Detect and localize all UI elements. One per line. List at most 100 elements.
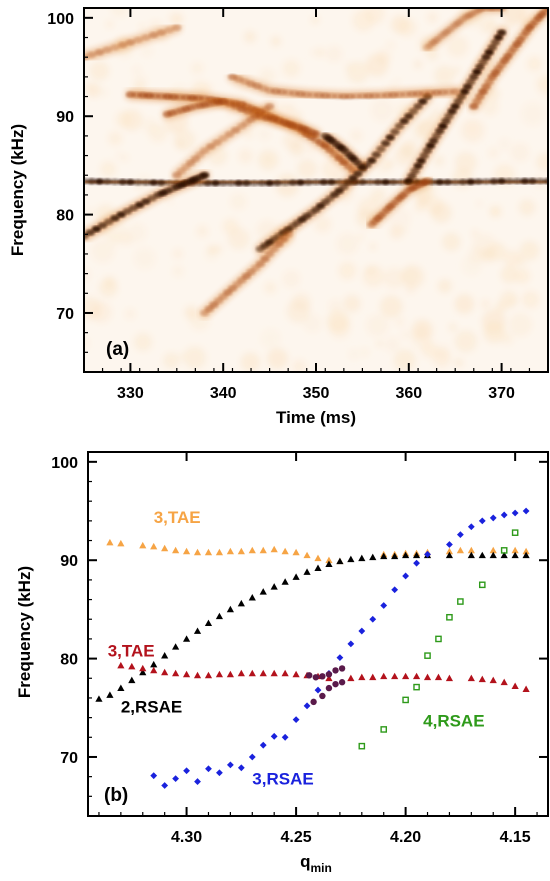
noise-blob xyxy=(426,11,439,24)
ridge-bead xyxy=(484,49,494,56)
noise-blob xyxy=(514,268,531,285)
ridge-bead xyxy=(110,215,120,222)
data-point-diamond xyxy=(161,782,169,789)
crossover-cluster-point xyxy=(312,674,320,681)
noise-blob xyxy=(183,346,207,370)
noise-blob xyxy=(243,128,254,139)
noise-blob xyxy=(350,129,363,142)
data-point-diamond xyxy=(456,531,464,539)
data-point-triangle xyxy=(150,666,158,674)
noise-blob xyxy=(139,23,146,31)
noise-blob xyxy=(292,359,307,372)
noise-blob xyxy=(267,348,288,370)
data-point-triangle xyxy=(478,675,486,683)
noise-blob xyxy=(352,9,375,32)
data-point-diamond xyxy=(522,507,530,515)
noise-blob xyxy=(481,309,506,334)
ridge-bead xyxy=(326,178,337,186)
noise-blob xyxy=(485,21,497,33)
ridge-bead xyxy=(497,29,507,36)
x-tick-label: 370 xyxy=(488,385,515,402)
ridge-bead xyxy=(149,179,159,186)
ridge-bead xyxy=(469,103,479,110)
data-point-triangle xyxy=(511,546,519,554)
ridge-bead xyxy=(280,179,290,186)
ridge-bead xyxy=(396,178,406,186)
data-point-triangle xyxy=(106,691,114,698)
data-point-triangle xyxy=(369,673,377,681)
ridge-bead xyxy=(435,178,445,186)
ridge-bead xyxy=(450,88,460,95)
ridge-bead xyxy=(408,108,418,115)
noise-blob xyxy=(282,59,301,78)
noise-blob xyxy=(515,255,524,264)
data-point-triangle xyxy=(456,546,464,554)
noise-blob xyxy=(476,200,483,207)
data-point-square xyxy=(500,547,508,554)
data-point-triangle xyxy=(358,673,366,681)
ridge-bead xyxy=(512,177,522,185)
y-tick-label: 70 xyxy=(60,750,78,767)
ridge-bead xyxy=(478,88,488,95)
noise-blob xyxy=(282,130,303,151)
data-point-triangle xyxy=(182,670,191,678)
noise-blob xyxy=(437,279,452,294)
noise-blob xyxy=(487,242,507,261)
data-point-triangle xyxy=(522,547,530,555)
data-point-square xyxy=(511,529,519,536)
ridge-bead xyxy=(469,73,479,81)
data-point-triangle xyxy=(182,635,191,642)
crossover-cluster-point xyxy=(319,692,326,700)
ridge-bead xyxy=(231,127,241,134)
ridge-bead xyxy=(456,93,466,100)
data-point-triangle xyxy=(402,672,410,680)
noise-blob xyxy=(321,158,344,181)
data-point-triangle xyxy=(467,546,475,554)
noise-blob xyxy=(110,8,128,18)
panel-b-y-ticks: 70 80 90 100 xyxy=(51,455,548,797)
ridge-bead xyxy=(122,208,132,215)
noise-blob xyxy=(490,207,500,216)
data-point-triangle xyxy=(117,539,125,547)
noise-blob xyxy=(87,208,94,215)
y-tick-label: 80 xyxy=(60,652,78,669)
ridge-bead xyxy=(348,175,358,182)
noise-blob xyxy=(343,294,361,313)
noise-blob xyxy=(163,352,180,369)
noise-blob xyxy=(395,317,405,327)
ridge-bead xyxy=(435,127,445,135)
crossover-cluster-point xyxy=(310,698,317,706)
panel-a-label: (a) xyxy=(106,339,129,360)
data-point-diamond xyxy=(467,523,475,531)
noise-blob xyxy=(173,129,196,151)
data-point-triangle xyxy=(402,551,410,559)
data-point-triangle xyxy=(226,547,234,555)
data-point-triangle xyxy=(172,546,180,554)
data-point-triangle xyxy=(139,668,147,676)
noise-blob xyxy=(84,337,90,349)
ridge-bead xyxy=(425,142,436,149)
noise-blob xyxy=(140,43,154,58)
panel-b-points xyxy=(95,507,530,789)
ridge-bead xyxy=(311,130,321,138)
noise-blob xyxy=(386,40,396,50)
noise-blob xyxy=(148,123,168,143)
noise-blob xyxy=(348,348,360,360)
data-point-triangle xyxy=(292,573,300,580)
data-point-triangle xyxy=(150,542,158,550)
ridge-bead xyxy=(481,178,491,185)
data-point-triangle xyxy=(500,551,508,559)
ridge-bead xyxy=(94,178,105,185)
x-tick-label: 360 xyxy=(395,385,422,402)
ridge-bead xyxy=(206,143,216,150)
data-point-triangle xyxy=(489,551,497,559)
noise-blob xyxy=(520,101,545,126)
data-point-triangle xyxy=(412,672,421,680)
noise-blob xyxy=(315,47,325,58)
ridge-bead xyxy=(272,179,282,187)
data-point-triangle xyxy=(314,564,322,571)
data-point-diamond xyxy=(489,514,497,522)
data-point-triangle xyxy=(215,548,224,556)
ridge-bead xyxy=(257,179,267,187)
